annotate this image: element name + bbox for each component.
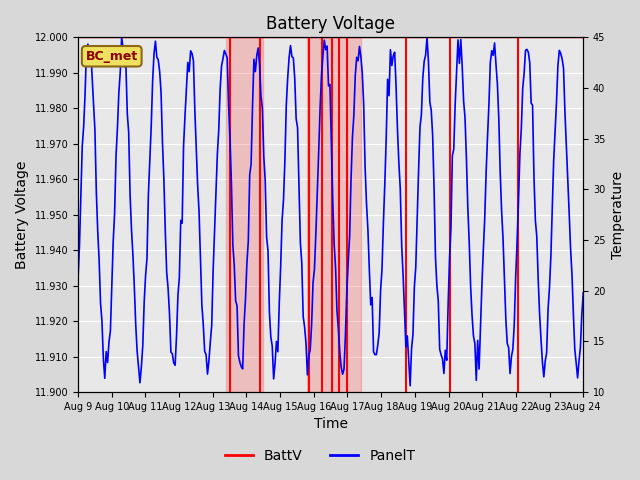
- Bar: [307, 37, 361, 392]
- Bar: [226, 37, 263, 392]
- Title: Battery Voltage: Battery Voltage: [266, 15, 395, 33]
- Y-axis label: Temperature: Temperature: [611, 171, 625, 259]
- Y-axis label: Battery Voltage: Battery Voltage: [15, 160, 29, 269]
- Text: BC_met: BC_met: [86, 50, 138, 63]
- Legend: BattV, PanelT: BattV, PanelT: [220, 443, 420, 468]
- X-axis label: Time: Time: [314, 418, 348, 432]
